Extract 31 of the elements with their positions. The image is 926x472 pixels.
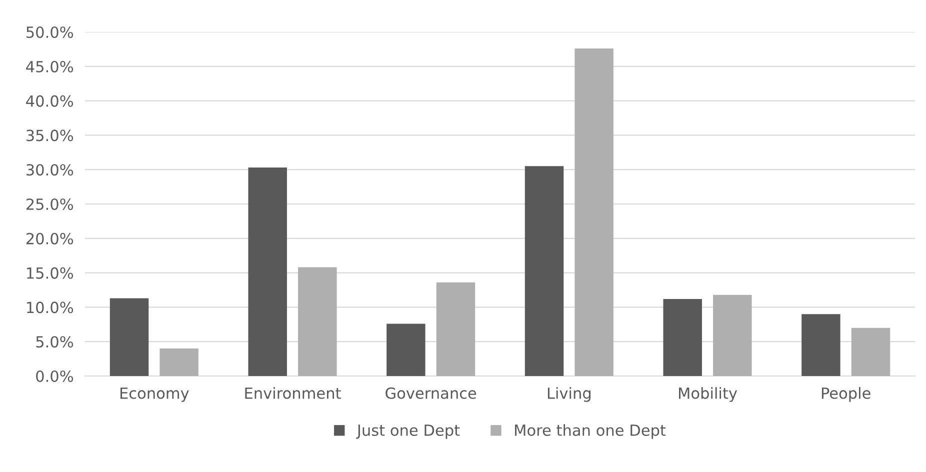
x-tick-label: Environment	[245, 387, 341, 399]
y-tick-label: 50.0%	[26, 26, 74, 38]
y-tick-label: 45.0%	[26, 60, 74, 72]
legend-label: More than one Dept	[515, 424, 666, 439]
bar	[574, 48, 614, 376]
y-tick-label: 15.0%	[27, 267, 74, 279]
y-tick-label: 30.0%	[26, 164, 74, 176]
y-tick-label: 10.0%	[27, 302, 74, 314]
bar	[713, 294, 752, 376]
y-tick-label: 20.0%	[26, 232, 74, 244]
y-tick-label: 25.0%	[26, 198, 74, 210]
bar	[298, 267, 337, 376]
x-tick-label: Mobility	[679, 387, 738, 402]
bar	[160, 348, 198, 376]
bar	[248, 168, 287, 376]
y-tick-label: 5.0%	[36, 336, 74, 348]
bar	[110, 298, 149, 376]
bar	[436, 282, 476, 376]
bar	[663, 298, 702, 376]
y-tick-label: 35.0%	[26, 130, 74, 142]
y-tick-label: 40.0%	[26, 95, 74, 107]
x-tick-label: People	[822, 387, 870, 402]
x-tick-label: Governance	[386, 387, 476, 399]
bar	[386, 324, 426, 376]
x-tick-label: Economy	[120, 388, 189, 402]
bar	[851, 328, 890, 376]
y-tick-label: 0.0%	[36, 370, 74, 382]
x-tick-label: Living	[548, 387, 590, 402]
bar	[802, 314, 840, 376]
legend-label: Just one Dept	[356, 424, 460, 439]
bar	[524, 166, 564, 376]
